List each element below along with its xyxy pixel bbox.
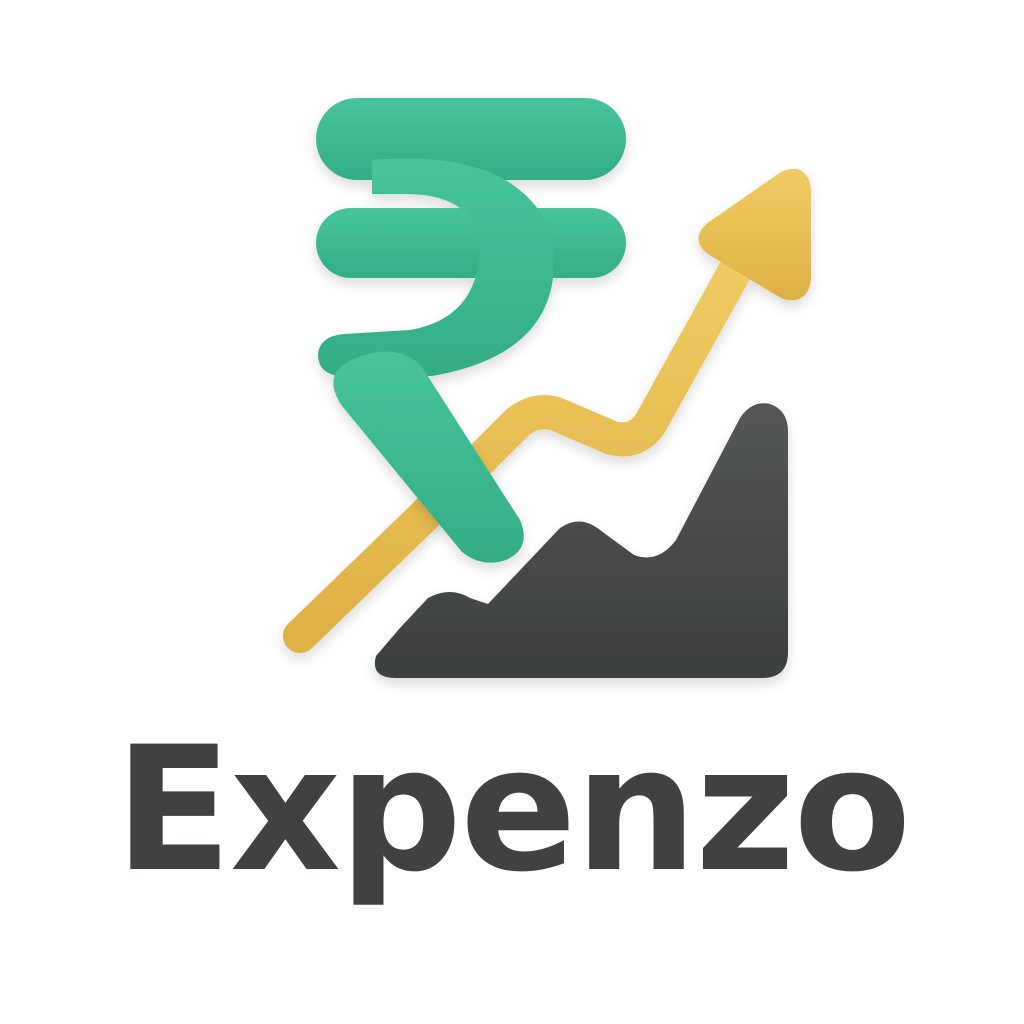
logo-mark xyxy=(283,98,811,678)
rupee-icon xyxy=(316,98,626,563)
brand-wordmark: Expenzo xyxy=(114,709,912,910)
trend-arrow-icon xyxy=(283,168,811,653)
area-chart-icon xyxy=(374,403,788,678)
